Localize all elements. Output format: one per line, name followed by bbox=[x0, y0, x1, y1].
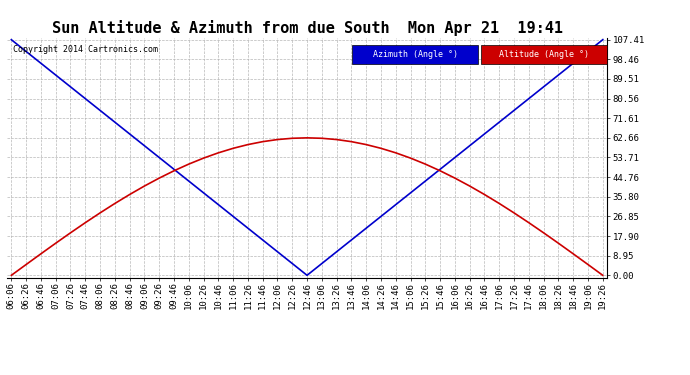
Text: Azimuth (Angle °): Azimuth (Angle °) bbox=[373, 50, 457, 59]
Text: Copyright 2014 Cartronics.com: Copyright 2014 Cartronics.com bbox=[13, 45, 158, 54]
Text: Altitude (Angle °): Altitude (Angle °) bbox=[499, 50, 589, 59]
Bar bbox=[481, 45, 607, 64]
Bar bbox=[352, 45, 478, 64]
Title: Sun Altitude & Azimuth from due South  Mon Apr 21  19:41: Sun Altitude & Azimuth from due South Mo… bbox=[52, 20, 562, 36]
